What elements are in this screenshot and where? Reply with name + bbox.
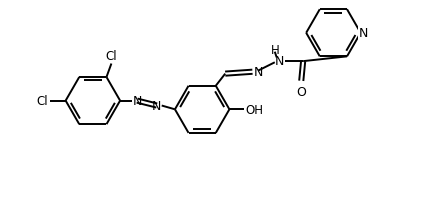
Text: OH: OH — [245, 103, 263, 116]
Text: N: N — [254, 66, 263, 79]
Text: N: N — [132, 94, 142, 107]
Text: H: H — [271, 43, 279, 56]
Text: Cl: Cl — [36, 95, 48, 108]
Text: Cl: Cl — [106, 50, 117, 63]
Text: N: N — [275, 55, 285, 68]
Text: N: N — [152, 99, 162, 112]
Text: O: O — [296, 85, 306, 98]
Text: N: N — [359, 27, 368, 40]
